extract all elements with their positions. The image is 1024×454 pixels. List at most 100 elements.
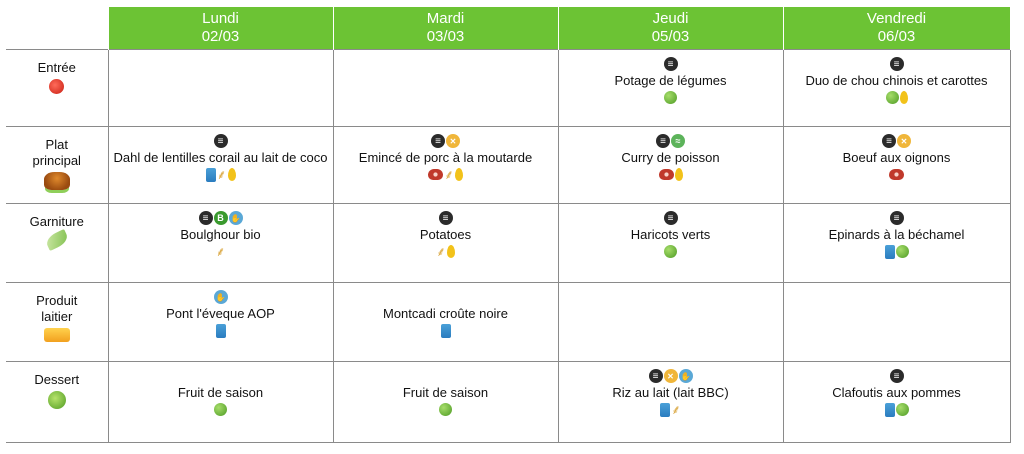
row-header: Dessert bbox=[6, 361, 108, 443]
dish-name: Fruit de saison bbox=[177, 385, 264, 400]
halal-icon bbox=[889, 368, 904, 383]
menu-row-dessert: Dessert Fruit de saison Fruit de saison Riz… bbox=[6, 361, 1011, 443]
day-header-row: Lundi 02/03 Mardi 03/03 Jeudi 05/03 Vend… bbox=[6, 7, 1011, 50]
peapod-icon bbox=[43, 229, 70, 251]
day-name: Lundi bbox=[202, 10, 239, 27]
menu-row-entree: Entrée Potage de légumes Duo de chou chino… bbox=[6, 49, 1011, 127]
egg-icon bbox=[227, 168, 236, 181]
row-label: Garniture bbox=[29, 214, 84, 229]
egg-icon bbox=[899, 91, 908, 104]
day-header-mardi: Mardi 03/03 bbox=[332, 7, 559, 50]
menu-cell: Potage de légumes bbox=[557, 49, 784, 127]
msc-fish-icon bbox=[671, 133, 685, 148]
halal-icon bbox=[431, 133, 445, 148]
allergen-tags bbox=[559, 90, 783, 105]
milk-icon bbox=[884, 244, 895, 259]
allergen-tags bbox=[784, 304, 1010, 319]
menu-cell bbox=[332, 49, 559, 127]
menu-cell: Fruit de saison bbox=[332, 361, 559, 443]
menu-cell: Potatoes bbox=[332, 203, 559, 283]
allergen-tags bbox=[334, 323, 558, 338]
halal-icon bbox=[656, 133, 670, 148]
allergen-tags bbox=[559, 402, 783, 417]
allergen-tags bbox=[334, 244, 558, 259]
menu-cell bbox=[782, 282, 1011, 362]
milk-icon bbox=[884, 402, 895, 417]
dish-name: Clafoutis aux pommes bbox=[832, 385, 961, 400]
allergen-tags bbox=[784, 167, 1010, 182]
vegetable-icon bbox=[439, 403, 452, 416]
row-header: Entrée bbox=[6, 49, 108, 127]
day-date: 06/03 bbox=[877, 28, 916, 45]
dish-name: Potatoes bbox=[419, 227, 472, 242]
vegetable-icon bbox=[895, 245, 909, 258]
halal-icon bbox=[198, 210, 213, 225]
row-label: Produit bbox=[36, 293, 78, 308]
allergen-tags bbox=[559, 167, 783, 182]
halal-icon bbox=[882, 133, 896, 148]
day-date: 02/03 bbox=[201, 28, 240, 45]
label-badges bbox=[784, 289, 1010, 304]
menu-cell: Fruit de saison bbox=[107, 361, 334, 443]
label-badges bbox=[334, 133, 558, 148]
gluten-icon bbox=[216, 245, 226, 259]
halal-icon bbox=[663, 210, 678, 225]
local-icon bbox=[678, 368, 693, 383]
allergen-tags bbox=[784, 244, 1010, 259]
day-date: 05/03 bbox=[651, 28, 690, 45]
dish-name: Potage de légumes bbox=[614, 73, 727, 88]
dish-name: Boulghour bio bbox=[180, 227, 261, 242]
label-badges bbox=[109, 56, 333, 71]
bio-icon bbox=[213, 210, 228, 225]
allergen-tags bbox=[109, 323, 333, 338]
row-label: Entrée bbox=[37, 60, 76, 75]
menu-cell: Emincé de porc à la moutarde bbox=[332, 126, 559, 204]
allergen-tags bbox=[109, 167, 333, 182]
menu-cell: Haricots verts bbox=[557, 203, 784, 283]
dish-name: Pont l'éveque AOP bbox=[166, 306, 275, 321]
row-header: Plat principal bbox=[6, 126, 108, 204]
day-date: 03/03 bbox=[426, 28, 465, 45]
label-badges bbox=[334, 56, 558, 71]
label-badges bbox=[784, 56, 1010, 71]
row-header: Produit laitier bbox=[6, 282, 108, 362]
gluten-icon bbox=[436, 245, 446, 259]
label-badges bbox=[109, 289, 333, 304]
day-name: Vendredi bbox=[866, 10, 927, 27]
gluten-icon bbox=[217, 168, 227, 182]
vegetable-icon bbox=[885, 91, 899, 104]
dish-name: Epinards à la béchamel bbox=[828, 227, 965, 242]
no-pork-icon bbox=[446, 133, 460, 148]
dish-name: Curry de poisson bbox=[621, 150, 720, 165]
label-badges bbox=[559, 133, 783, 148]
menu-table: Lundi 02/03 Mardi 03/03 Jeudi 05/03 Vend… bbox=[6, 7, 1011, 443]
menu-cell: Boulghour bio bbox=[107, 203, 334, 283]
no-pork-icon bbox=[897, 133, 911, 148]
dish-name: Haricots verts bbox=[630, 227, 711, 242]
dish-name: Fruit de saison bbox=[402, 385, 489, 400]
row-label: Plat bbox=[45, 137, 68, 152]
milk-icon bbox=[660, 402, 670, 417]
menu-cell: Dahl de lentilles corail au lait de coco bbox=[107, 126, 334, 204]
apple-icon bbox=[47, 391, 66, 409]
allergen-tags bbox=[334, 402, 558, 417]
label-badges bbox=[784, 368, 1010, 383]
allergen-tags bbox=[334, 71, 558, 86]
gluten-icon bbox=[444, 168, 454, 182]
row-header: Garniture bbox=[6, 203, 108, 283]
cheese-icon bbox=[43, 328, 70, 342]
allergen-tags bbox=[784, 402, 1010, 417]
milk-icon bbox=[215, 323, 226, 338]
milk-icon bbox=[205, 167, 216, 182]
label-badges bbox=[784, 210, 1010, 225]
allergen-tags bbox=[559, 244, 783, 259]
egg-icon bbox=[455, 168, 463, 181]
meat-icon bbox=[428, 169, 443, 180]
label-badges bbox=[784, 133, 1010, 148]
vegetable-icon bbox=[664, 91, 677, 104]
dish-name: Boeuf aux oignons bbox=[842, 150, 951, 165]
dish-name: Emincé de porc à la moutarde bbox=[358, 150, 533, 165]
menu-row-garniture: Garniture Boulghour bio Potatoes Haricots v… bbox=[6, 203, 1011, 283]
